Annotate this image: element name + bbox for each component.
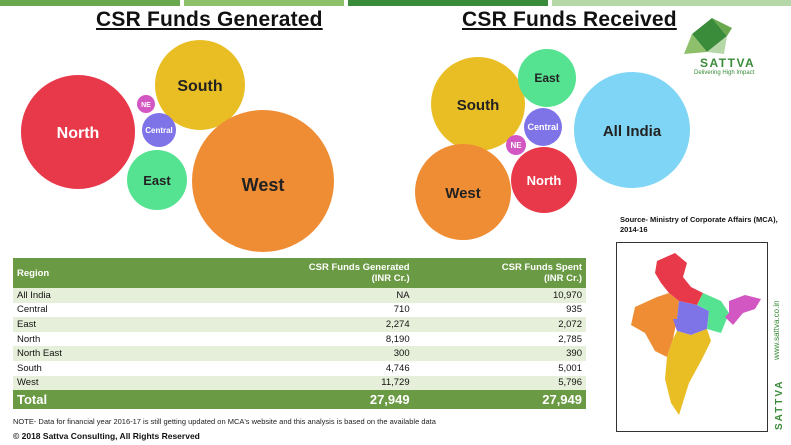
- bubble-received-east: [518, 49, 576, 107]
- cell-generated: 710: [201, 302, 414, 318]
- bubble-generated-ne-label: NE: [141, 102, 151, 109]
- table-total-row: Total 27,949 27,949: [13, 390, 586, 410]
- cell-region: Central: [13, 302, 201, 318]
- cell-generated: 11,729: [201, 375, 414, 391]
- map-source: Source- Ministry of Corporate Affairs (M…: [620, 215, 778, 234]
- cell-generated: 4,746: [201, 360, 414, 376]
- cell-generated: 300: [201, 346, 414, 361]
- cell-generated: 8,190: [201, 331, 414, 347]
- bubble-received-central: [524, 108, 562, 146]
- table-row: All India NA 10,970: [13, 288, 586, 303]
- cell-spent: 2,785: [413, 331, 586, 347]
- table-row: South 4,746 5,001: [13, 360, 586, 376]
- cell-spent: 10,970: [413, 288, 586, 303]
- bubble-received-central-label: Central: [527, 122, 558, 132]
- bubble-generated-east-label: East: [143, 173, 171, 188]
- bubble-generated-south: [155, 40, 245, 130]
- cell-total-label: Total: [13, 390, 201, 410]
- cell-region: West: [13, 375, 201, 391]
- table-row: Central 710 935: [13, 302, 586, 318]
- cell-total-spent: 27,949: [413, 390, 586, 410]
- cell-spent: 5,796: [413, 375, 586, 391]
- cell-region: North: [13, 331, 201, 347]
- cell-region: All India: [13, 288, 201, 303]
- bubble-received-allindia: [574, 72, 690, 188]
- bubble-received-north-label: North: [527, 173, 562, 188]
- table-row: North East 300 390: [13, 346, 586, 361]
- table-row: West 11,729 5,796: [13, 375, 586, 391]
- bubble-received-east-label: East: [534, 71, 559, 85]
- sattva-logo-icon: [684, 18, 732, 54]
- bubble-received-ne-label: NE: [510, 141, 522, 150]
- top-accent-bar: [0, 0, 791, 6]
- bubble-generated-central-label: Central: [145, 126, 173, 135]
- bubble-received-ne: [506, 135, 526, 155]
- bubble-charts: North South NE Central East West South E…: [21, 40, 690, 252]
- table-row: East 2,274 2,072: [13, 317, 586, 332]
- india-map: [616, 242, 768, 432]
- bubble-generated-east: [127, 150, 187, 210]
- cell-spent: 5,001: [413, 360, 586, 376]
- bubble-received-north: [511, 147, 577, 213]
- bubble-generated-west-label: West: [242, 175, 285, 195]
- cell-spent: 935: [413, 302, 586, 318]
- table-header-row: Region CSR Funds Generated (INR Cr.) CSR…: [13, 258, 586, 288]
- side-url: www.sattva.co.in: [772, 270, 786, 360]
- cell-region: North East: [13, 346, 201, 361]
- header-region: Region: [13, 258, 201, 288]
- generated-bubbles: North South NE Central East West: [21, 40, 334, 252]
- bubble-generated-north-label: North: [57, 125, 100, 142]
- footnote: NOTE- Data for financial year 2016-17 is…: [13, 417, 436, 426]
- csr-table: Region CSR Funds Generated (INR Cr.) CSR…: [13, 258, 586, 410]
- header-spent-unit: (INR Cr.): [544, 273, 582, 284]
- bubble-received-allindia-label: All India: [603, 123, 662, 140]
- title-received: CSR Funds Received: [462, 8, 677, 31]
- cell-spent: 390: [413, 346, 586, 361]
- header-generated-label: CSR Funds Generated: [308, 262, 410, 273]
- header-generated-unit: (INR Cr.): [371, 273, 410, 284]
- cell-generated: 2,274: [201, 317, 414, 332]
- bubble-received-south-label: South: [457, 97, 500, 114]
- header-generated: CSR Funds Generated (INR Cr.): [201, 258, 414, 288]
- side-url-text: www.sattva.co.in: [772, 300, 781, 360]
- table-row: North 8,190 2,785: [13, 331, 586, 347]
- bubble-received-west: [415, 144, 511, 240]
- side-brand-text: SATTVA: [774, 379, 785, 430]
- cell-spent: 2,072: [413, 317, 586, 332]
- received-bubbles: South East All India Central NE North We…: [415, 49, 690, 240]
- bubble-generated-south-label: South: [177, 78, 222, 95]
- bubble-received-west-label: West: [445, 185, 481, 202]
- title-generated: CSR Funds Generated: [96, 8, 323, 31]
- header-spent-label: CSR Funds Spent: [501, 262, 582, 273]
- bubble-generated-west: [192, 110, 334, 252]
- cell-region: East: [13, 317, 201, 332]
- bubble-generated-central: [142, 113, 176, 147]
- cell-generated: NA: [201, 288, 414, 303]
- india-map-icon: [631, 253, 761, 415]
- bubble-generated-ne: [137, 95, 155, 113]
- bubble-generated-north: [21, 75, 135, 189]
- logo-tagline: Delivering High Impact: [694, 70, 755, 76]
- bubble-received-south: [431, 57, 525, 151]
- copyright: © 2018 Sattva Consulting, All Rights Res…: [13, 431, 200, 441]
- logo-name: SATTVA: [700, 56, 756, 70]
- header-spent: CSR Funds Spent (INR Cr.): [413, 258, 586, 288]
- cell-total-generated: 27,949: [201, 390, 414, 410]
- cell-region: South: [13, 360, 201, 376]
